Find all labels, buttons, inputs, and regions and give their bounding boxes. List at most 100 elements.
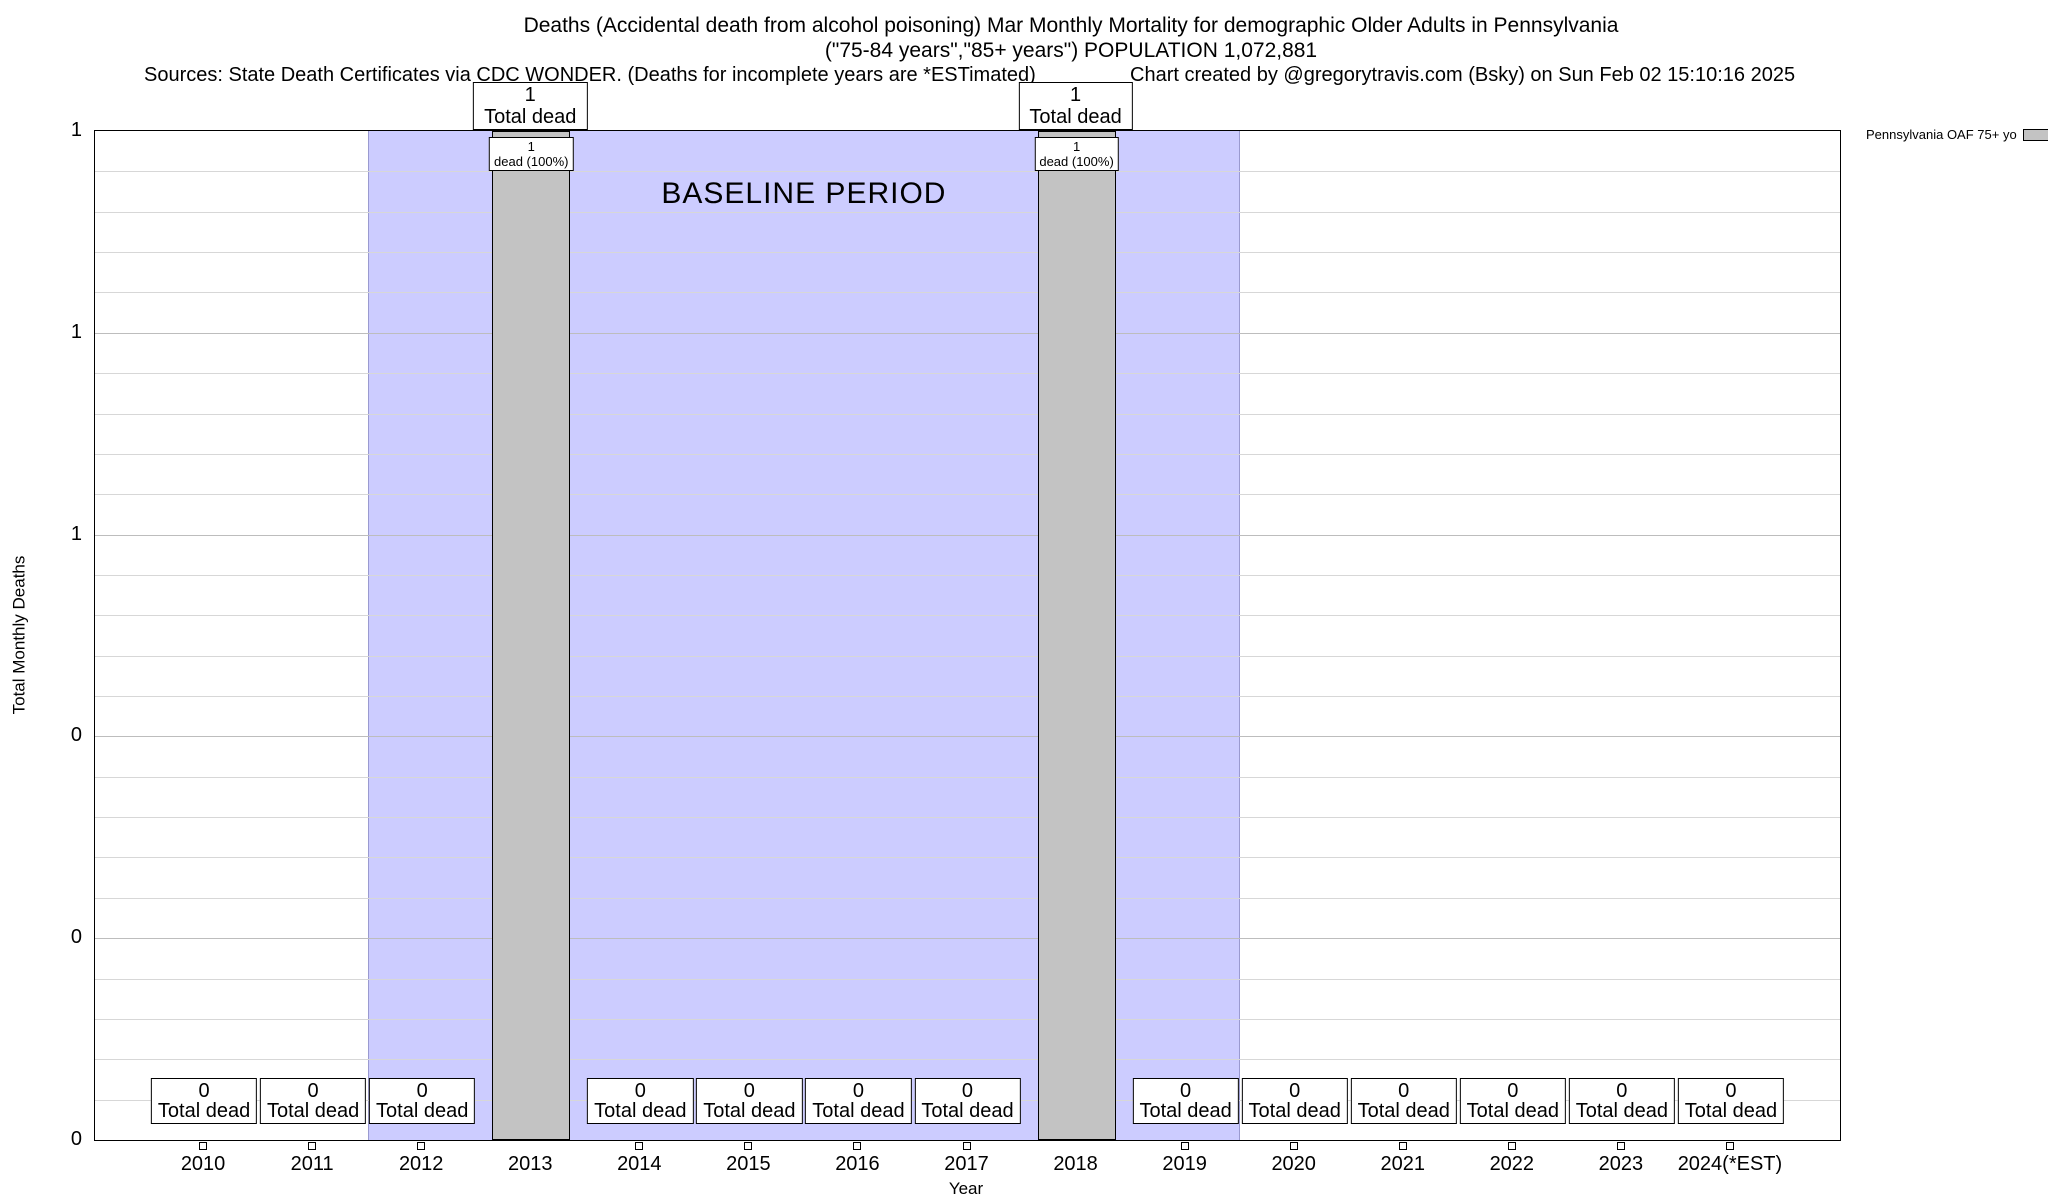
zero-total-caption: Total dead [594,1100,687,1122]
zero-total-caption: Total dead [266,1100,360,1122]
bar-pct-box: 1 dead (100%) [489,137,574,171]
gridline-major [95,534,1840,536]
bar-total-box: 1 Total dead [1018,82,1133,130]
credit-note: Chart created by @gregorytravis.com (Bsk… [1130,64,1796,86]
zero-bar-marker [1507,1142,1516,1150]
zero-bar-marker [853,1142,862,1150]
zero-bar-marker [1289,1142,1298,1150]
x-axis-title: Year [948,1179,984,1198]
legend-swatch [2022,128,2048,141]
zero-bar-marker [417,1142,426,1150]
bar-pct-caption: dead (100%) [494,154,569,169]
zero-total-box: 0 Total dead [1241,1078,1348,1124]
ytick-label: 0 [70,724,82,747]
zero-total-caption: Total dead [1684,1100,1778,1122]
year-label: 2011 [290,1153,334,1175]
gridline-minor [95,413,1840,415]
zero-bar-marker [962,1142,971,1150]
ytick-label: 1 [70,119,82,141]
gridline-minor [95,373,1840,375]
gridline-minor [95,776,1840,778]
bar-total-caption: Total dead [484,106,577,128]
legend-label: Pennsylvania OAF 75+ yo [1866,127,2017,142]
gridline-minor [95,696,1840,698]
zero-total-caption: Total dead [921,1100,1014,1122]
bar-pct-caption: dead (100%) [1039,154,1114,169]
legend: Pennsylvania OAF 75+ yo [1866,127,2048,142]
bar-total-caption: Total dead [1029,106,1122,128]
sources-note: Sources: State Death Certificates via CD… [144,64,1036,86]
zero-total-caption: Total dead [1575,1100,1669,1122]
zero-total-box: 0 Total dead [369,1078,476,1124]
gridline-minor [95,574,1840,576]
zero-bar-marker [635,1142,644,1150]
ytick-label: 1 [70,320,82,343]
gridline-major [95,332,1840,334]
year-label: 2014 [617,1153,662,1175]
y-axis-title: Total Monthly Deaths [9,555,28,714]
zero-total-value: 0 [416,1080,428,1102]
year-label: 2022 [1489,1153,1535,1175]
bar [492,131,571,1140]
zero-total-box: 0 Total dead [1568,1078,1676,1124]
zero-total-box: 0 Total dead [1132,1078,1239,1124]
zero-total-box: 0 Total dead [805,1078,912,1124]
zero-total-box: 0 Total dead [150,1078,258,1124]
zero-total-value: 0 [1180,1080,1192,1102]
gridline-minor [95,292,1840,294]
ytick-label: 0 [70,926,82,949]
zero-total-value: 0 [307,1080,319,1102]
year-label: 2024(*EST) [1677,1153,1783,1175]
zero-bar-marker [308,1142,317,1150]
gridline-minor [95,857,1840,859]
gridline-minor [95,817,1840,819]
zero-bar-marker [1616,1142,1625,1150]
chart-title-line1: Deaths (Accidental death from alcohol po… [523,14,1619,37]
ytick-label: 0 [70,1128,82,1150]
year-label: 2015 [726,1153,771,1175]
zero-total-box: 0 Total dead [1677,1078,1785,1124]
gridline-minor [95,252,1840,254]
zero-total-caption: Total dead [376,1100,469,1122]
year-label: 2021 [1380,1153,1426,1175]
zero-total-value: 0 [1507,1080,1519,1102]
zero-total-value: 0 [634,1080,646,1102]
gridline-minor [95,655,1840,657]
year-label: 2013 [508,1153,553,1175]
zero-total-value: 0 [1616,1080,1628,1102]
zero-bar-marker [744,1142,753,1150]
zero-total-caption: Total dead [1139,1100,1232,1122]
zero-bar-marker [1725,1142,1734,1150]
zero-total-box: 0 Total dead [914,1078,1021,1124]
zero-total-caption: Total dead [1466,1100,1559,1122]
gridline-major [95,736,1840,738]
bar [1037,131,1116,1140]
chart-title-line2: ("75-84 years","85+ years") POPULATION 1… [824,39,1318,62]
bar-pct-value: 1 [527,139,535,154]
ytick-label: 1 [70,522,82,545]
bar-total-value: 1 [524,84,536,106]
gridline-minor [95,615,1840,617]
bar-total-value: 1 [1069,84,1082,106]
zero-total-box: 0 Total dead [696,1078,803,1124]
zero-total-caption: Total dead [157,1100,251,1122]
year-label: 2023 [1598,1153,1644,1175]
zero-total-box: 0 Total dead [587,1078,694,1124]
bar-pct-value: 1 [1072,139,1081,154]
gridline-minor [95,494,1840,496]
zero-total-value: 0 [1398,1080,1410,1102]
zero-bar-marker [199,1142,208,1150]
zero-total-value: 0 [961,1080,974,1102]
gridline-minor [95,897,1840,899]
zero-total-value: 0 [852,1080,864,1102]
gridline-minor [95,1059,1840,1061]
zero-total-value: 0 [1725,1080,1737,1102]
zero-total-value: 0 [1289,1080,1301,1102]
zero-total-caption: Total dead [1248,1100,1341,1122]
year-label: 2012 [398,1153,444,1175]
zero-total-caption: Total dead [703,1100,796,1122]
zero-total-box: 0 Total dead [259,1078,367,1124]
gridline-minor [95,978,1840,980]
zero-total-value: 0 [743,1080,755,1102]
